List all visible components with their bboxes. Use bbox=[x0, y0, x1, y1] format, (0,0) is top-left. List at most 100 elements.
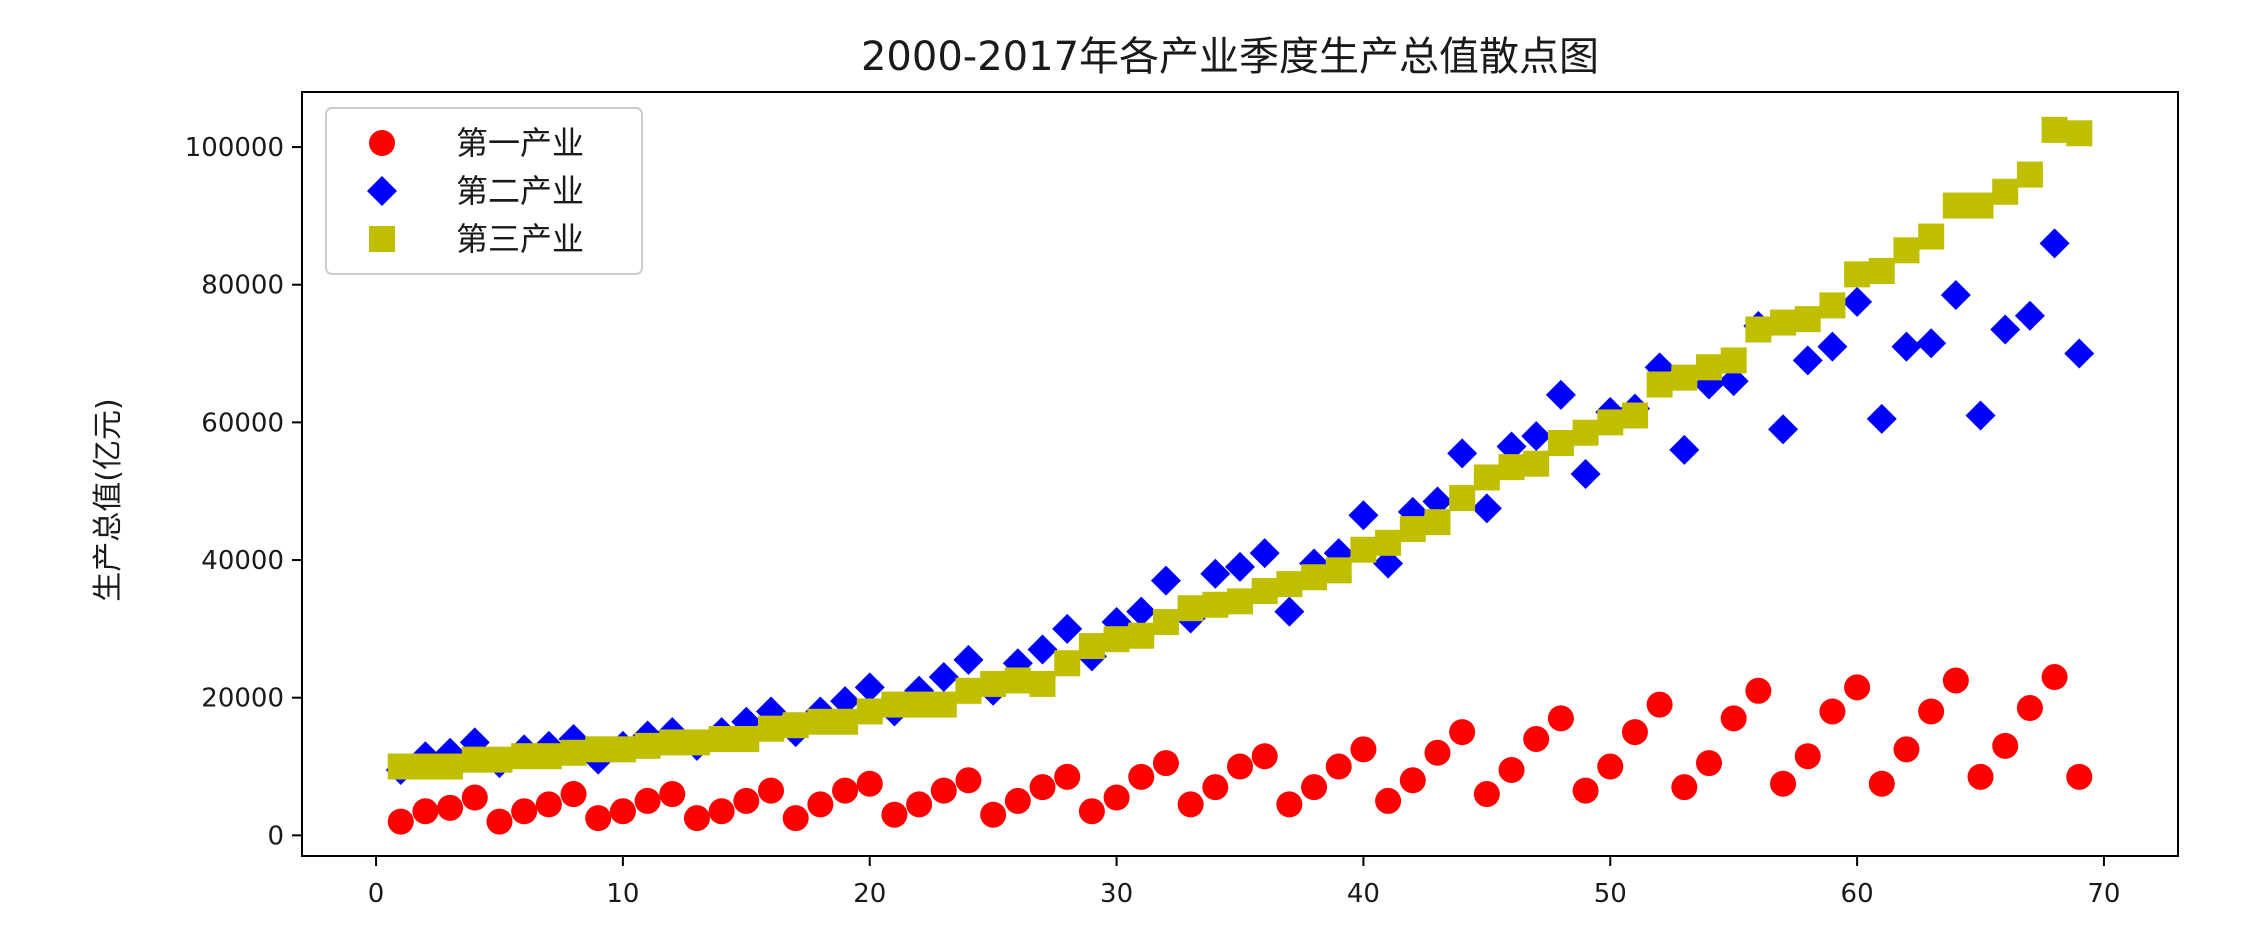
data-point bbox=[1128, 763, 1155, 790]
data-point bbox=[1274, 596, 1305, 627]
data-point bbox=[1891, 331, 1922, 362]
legend-item: 第一产业 bbox=[369, 124, 584, 162]
data-point bbox=[1449, 485, 1476, 512]
data-point bbox=[1671, 364, 1698, 391]
data-point bbox=[782, 805, 809, 832]
data-point bbox=[634, 732, 661, 759]
x-tick-label: 60 bbox=[1841, 879, 1874, 909]
plot-frame bbox=[301, 91, 2179, 857]
data-point bbox=[437, 794, 464, 821]
data-point bbox=[1126, 596, 1157, 627]
data-point bbox=[1249, 538, 1280, 569]
legend-item: 第三产业 bbox=[369, 220, 584, 258]
data-point bbox=[412, 753, 439, 780]
data-point bbox=[1547, 705, 1574, 732]
data-point bbox=[1152, 608, 1179, 635]
data-point bbox=[1992, 178, 2019, 205]
data-point bbox=[1646, 371, 1673, 398]
data-point bbox=[1523, 725, 1550, 752]
data-point bbox=[1669, 434, 1700, 465]
data-point bbox=[1720, 347, 1747, 374]
data-point bbox=[437, 753, 464, 780]
data-point bbox=[1029, 670, 1056, 697]
data-point bbox=[2039, 228, 2070, 259]
legend-label: 第一产业 bbox=[456, 124, 584, 162]
data-point bbox=[1794, 306, 1821, 333]
data-point bbox=[1720, 705, 1747, 732]
data-point bbox=[1844, 261, 1871, 288]
data-point bbox=[1177, 791, 1204, 818]
data-point bbox=[585, 805, 612, 832]
data-point bbox=[1424, 509, 1451, 536]
data-point bbox=[1718, 366, 1749, 397]
data-point bbox=[1817, 331, 1848, 362]
data-point bbox=[1325, 753, 1352, 780]
data-point bbox=[1004, 787, 1031, 814]
data-point bbox=[2041, 664, 2068, 691]
data-point bbox=[832, 708, 859, 735]
series-1 bbox=[387, 664, 2093, 835]
data-point bbox=[1350, 536, 1377, 563]
data-point bbox=[560, 781, 587, 808]
data-point bbox=[1770, 770, 1797, 797]
data-point bbox=[1521, 421, 1552, 452]
data-point bbox=[930, 691, 957, 718]
data-point bbox=[683, 729, 710, 756]
data-point bbox=[1301, 774, 1328, 801]
data-point bbox=[1745, 677, 1772, 704]
data-point bbox=[1942, 667, 1969, 694]
data-point bbox=[1696, 750, 1722, 777]
legend-box bbox=[325, 107, 643, 275]
data-point bbox=[1152, 750, 1179, 777]
x-axis: 0 10 20 30 40 50 60 70 bbox=[368, 856, 2120, 909]
data-point bbox=[1621, 402, 1648, 429]
data-point bbox=[2041, 116, 2068, 143]
data-point bbox=[1027, 634, 1058, 665]
data-point bbox=[1770, 309, 1797, 336]
y-tick-label: 40000 bbox=[201, 546, 284, 576]
data-point bbox=[1177, 595, 1204, 622]
data-point bbox=[1572, 419, 1599, 446]
data-point bbox=[1449, 719, 1476, 746]
data-point bbox=[1447, 438, 1478, 469]
data-point bbox=[1768, 414, 1799, 445]
legend-item: 第二产业 bbox=[367, 172, 584, 210]
data-point bbox=[1227, 753, 1253, 780]
data-point bbox=[461, 784, 488, 811]
data-point bbox=[1054, 763, 1081, 790]
y-axis: 0 20000 40000 60000 80000 100000 bbox=[185, 133, 302, 851]
data-point bbox=[1819, 292, 1846, 319]
data-point bbox=[486, 746, 513, 773]
data-point bbox=[1078, 798, 1105, 825]
data-point bbox=[830, 686, 861, 717]
data-point bbox=[609, 798, 636, 825]
data-point bbox=[585, 736, 612, 763]
data-point bbox=[1696, 354, 1722, 381]
data-point bbox=[659, 729, 686, 756]
data-point bbox=[1671, 774, 1698, 801]
data-point bbox=[1276, 791, 1303, 818]
data-point bbox=[683, 805, 710, 832]
data-point bbox=[1103, 626, 1130, 653]
data-point bbox=[1547, 430, 1574, 457]
data-point bbox=[708, 725, 735, 752]
data-point bbox=[881, 691, 908, 718]
data-point bbox=[782, 712, 809, 739]
data-point bbox=[1350, 736, 1377, 763]
data-point bbox=[906, 791, 933, 818]
data-point bbox=[412, 798, 439, 825]
data-point bbox=[2064, 338, 2095, 369]
data-point bbox=[2016, 695, 2043, 722]
data-point bbox=[1597, 409, 1624, 436]
data-point bbox=[758, 715, 784, 742]
data-point bbox=[1325, 557, 1352, 584]
data-point bbox=[1422, 486, 1453, 517]
data-point bbox=[2066, 763, 2093, 790]
data-point bbox=[1893, 736, 1920, 763]
y-tick-label: 20000 bbox=[201, 684, 284, 714]
data-point bbox=[1471, 493, 1502, 524]
data-point bbox=[708, 798, 735, 825]
data-point bbox=[634, 787, 661, 814]
